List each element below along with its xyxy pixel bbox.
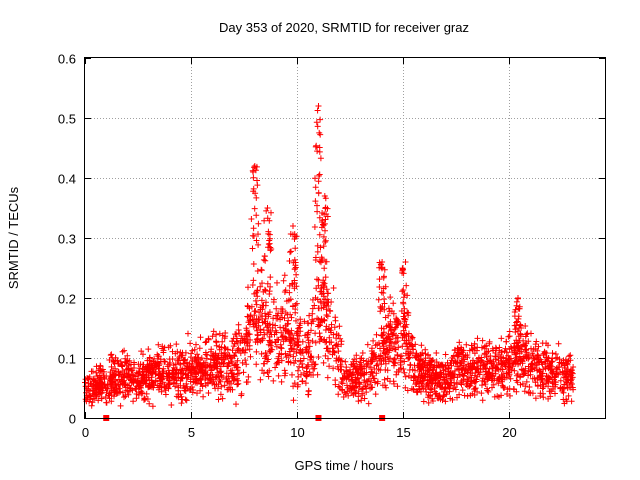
plot-frame [84, 57, 606, 419]
y-tick-label: 0.1 [58, 352, 76, 367]
y-tick-label: 0 [69, 412, 76, 427]
x-tick-label: 10 [290, 425, 304, 440]
srmtid-point-markers [82, 103, 577, 410]
data-points [82, 103, 577, 410]
y-axis-label: SRMTID / TECUs [6, 186, 21, 289]
axis-ticks: 0 0.1 0.2 0.3 0.4 0.5 0.6 0 5 10 15 20 [58, 52, 605, 440]
x-tick-label: 5 [188, 425, 195, 440]
x-tick-label: 0 [82, 425, 89, 440]
y-tick-label: 0.5 [58, 112, 76, 127]
x-tick-label: 20 [502, 425, 516, 440]
chart-title: Day 353 of 2020, SRMTID for receiver gra… [219, 20, 469, 35]
y-tick-label: 0.3 [58, 232, 76, 247]
y-tick-label: 0.2 [58, 292, 76, 307]
y-tick-label: 0.6 [58, 52, 76, 67]
x-tick-label: 15 [396, 425, 410, 440]
y-tick-label: 0.4 [58, 172, 76, 187]
x-axis-label: GPS time / hours [295, 458, 394, 473]
